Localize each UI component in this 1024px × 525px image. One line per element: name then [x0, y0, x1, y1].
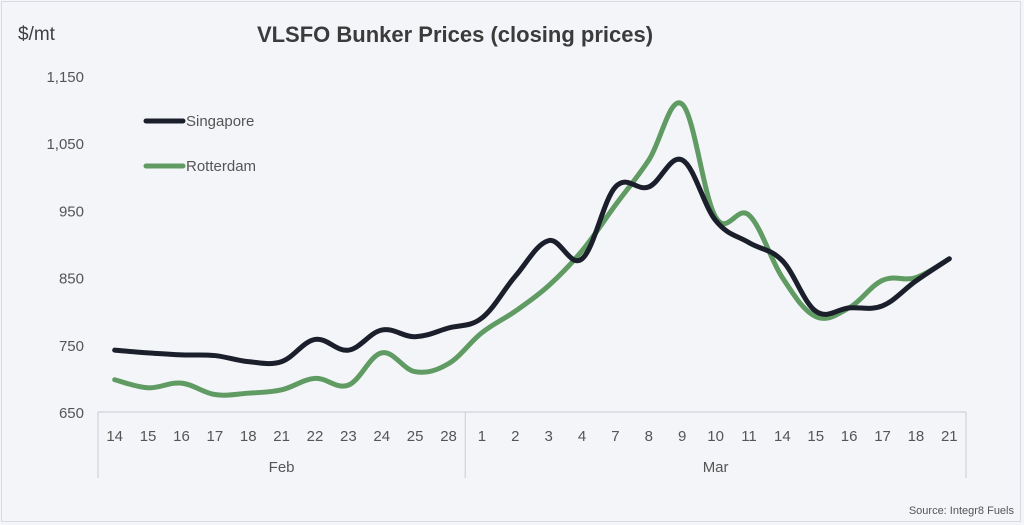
x-tick-label: 23	[340, 428, 357, 445]
x-tick-label: 17	[207, 428, 224, 445]
chart-title: VLSFO Bunker Prices (closing prices)	[257, 22, 653, 47]
x-tick-label: 16	[173, 428, 190, 445]
x-tick-label: 14	[774, 428, 791, 445]
y-tick-label: 1,150	[46, 69, 84, 86]
x-tick-label: 10	[707, 428, 724, 445]
series-line-rotterdam	[112, 100, 952, 398]
x-tick-label: 16	[841, 428, 858, 445]
y-tick-label: 1,050	[46, 136, 84, 153]
x-tick-label: 4	[578, 428, 586, 445]
x-tick-label: 3	[545, 428, 553, 445]
x-tick-label: 24	[373, 428, 390, 445]
y-tick-label: 850	[59, 271, 84, 288]
x-group-label: Feb	[269, 459, 295, 476]
x-group-label: Mar	[703, 459, 729, 476]
series-line-singapore	[112, 156, 952, 367]
x-tick-label: 21	[941, 428, 958, 445]
source-note: Source: Integr8 Fuels	[909, 505, 1015, 517]
y-tick-label: 750	[59, 338, 84, 355]
x-tick-label: 8	[645, 428, 653, 445]
x-tick-label: 18	[240, 428, 257, 445]
x-tick-label: 17	[874, 428, 891, 445]
x-tick-label: 9	[678, 428, 686, 445]
x-tick-label: 14	[106, 428, 123, 445]
x-tick-label: 2	[511, 428, 519, 445]
x-tick-label: 7	[611, 428, 619, 445]
x-tick-label: 21	[273, 428, 290, 445]
y-tick-label: 650	[59, 405, 84, 422]
x-tick-label: 25	[407, 428, 424, 445]
y-axis-unit-label: $/mt	[18, 24, 56, 45]
x-tick-label: 22	[307, 428, 324, 445]
x-tick-label: 15	[140, 428, 157, 445]
x-tick-label: 28	[440, 428, 457, 445]
legend-label-rotterdam: Rotterdam	[186, 158, 256, 175]
x-tick-label: 11	[741, 428, 757, 445]
x-tick-label: 1	[478, 428, 486, 445]
x-tick-label: 15	[807, 428, 824, 445]
legend-label-singapore: Singapore	[186, 113, 254, 130]
y-tick-label: 950	[59, 203, 84, 220]
x-tick-label: 18	[908, 428, 925, 445]
